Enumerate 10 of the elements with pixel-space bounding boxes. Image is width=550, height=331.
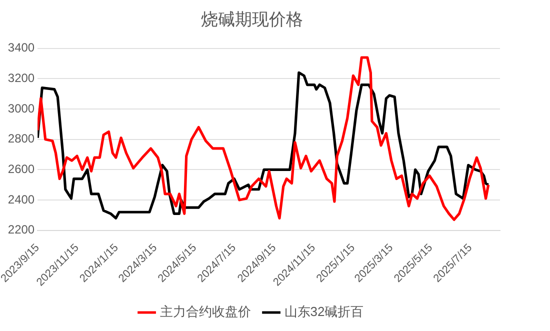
legend-label: 山东32碱折百 [284, 304, 364, 320]
y-tick-label: 3400 [8, 40, 35, 55]
y-tick-label: 3000 [8, 101, 35, 116]
y-tick-label: 3200 [8, 71, 35, 86]
chart-title: 烧碱期现价格 [201, 10, 303, 29]
y-tick-label: 2400 [8, 192, 35, 206]
y-tick-label: 2800 [8, 132, 35, 146]
y-tick-label: 2600 [8, 162, 35, 176]
legend-label: 主力合约收盘价 [160, 304, 251, 320]
y-tick-label: 2200 [8, 222, 35, 237]
